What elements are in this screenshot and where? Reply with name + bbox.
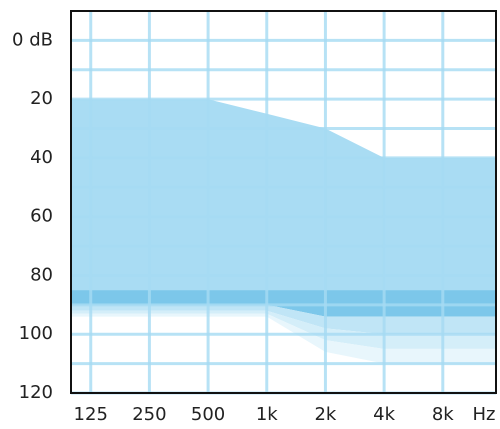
y-tick-label: 120: [19, 382, 53, 403]
y-tick-label: 20: [30, 88, 53, 109]
plot-frame: [70, 10, 497, 394]
plot-area: [71, 11, 496, 395]
y-tick-label: 40: [30, 147, 53, 168]
x-tick-label: 250: [132, 404, 166, 425]
y-tick-label: 60: [30, 206, 53, 227]
y-tick-label: 0 dB: [12, 29, 53, 50]
x-tick-label: 2k: [314, 404, 336, 425]
x-tick-label: 8k: [432, 404, 454, 425]
x-tick-label: 500: [191, 404, 225, 425]
band-area: [71, 99, 496, 311]
band-area: [71, 310, 496, 349]
y-tick-label: 80: [30, 264, 53, 285]
x-unit: Hz: [473, 404, 496, 425]
y-tick-label: 100: [19, 323, 53, 344]
x-tick-label: 4k: [373, 404, 395, 425]
x-tick-label: 125: [74, 404, 108, 425]
band-area: [71, 313, 496, 364]
x-tick-label: 1k: [256, 404, 278, 425]
band-area: [71, 304, 496, 335]
